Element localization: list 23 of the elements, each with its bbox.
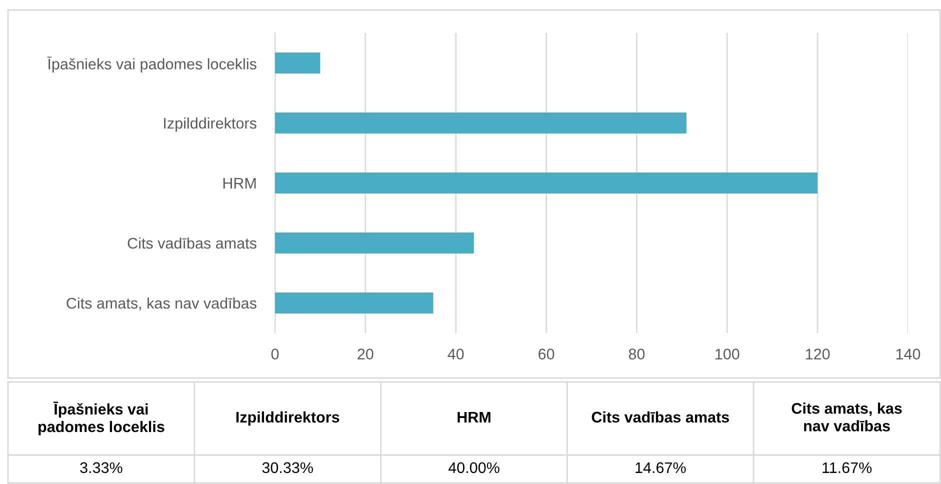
category-label: Izpilddirektors bbox=[236, 411, 340, 426]
category-label: Cits amats, kas nav vadības bbox=[792, 402, 902, 432]
text: 3.33% bbox=[80, 462, 122, 474]
text: 11.67% bbox=[822, 462, 872, 474]
category-label: Īpašnieks vai padomes loceklis bbox=[38, 402, 164, 436]
text: 30.33% bbox=[262, 462, 313, 474]
y-tick-label: Cits vadības amats bbox=[128, 237, 256, 249]
text: 14.67% bbox=[636, 462, 686, 474]
x-tick-label: 20 bbox=[358, 348, 374, 360]
x-tick-label: 60 bbox=[538, 348, 554, 360]
y-tick-label: Cits amats, kas nav vadības bbox=[66, 297, 256, 310]
x-tick-label: 100 bbox=[716, 348, 740, 360]
category-label: Cits vadības amats bbox=[592, 411, 729, 423]
x-tick-label: 0 bbox=[271, 348, 279, 360]
x-tick-label: 40 bbox=[448, 348, 464, 360]
x-tick-label: 120 bbox=[806, 348, 830, 360]
text: 40.00% bbox=[448, 462, 500, 474]
y-tick-label: Izpilddirektors bbox=[164, 117, 256, 132]
category-label: HRM bbox=[458, 412, 490, 422]
x-tick-label: 80 bbox=[628, 348, 645, 360]
x-tick-label: 140 bbox=[896, 348, 920, 360]
y-tick-label: Īpašnieks vai padomes loceklis bbox=[47, 56, 256, 72]
y-tick-label: HRM bbox=[223, 178, 256, 189]
